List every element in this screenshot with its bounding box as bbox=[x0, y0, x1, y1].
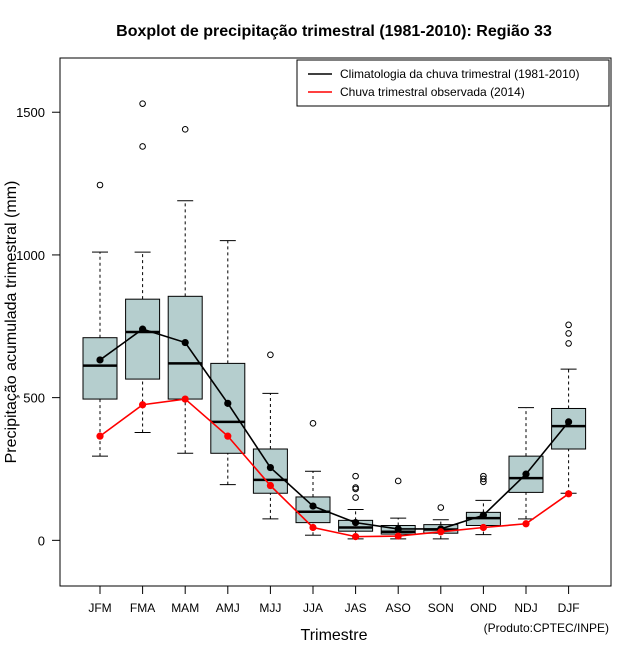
box-JFM bbox=[82, 181, 118, 457]
box-iqr bbox=[125, 298, 161, 380]
outlier-point bbox=[139, 143, 146, 150]
x-tick-label: JAS bbox=[345, 601, 367, 615]
x-tick-label: JJA bbox=[303, 601, 323, 615]
x-tick-label: OND bbox=[470, 601, 497, 615]
box-iqr bbox=[82, 337, 118, 400]
outlier-point bbox=[96, 181, 104, 189]
series-line-0 bbox=[99, 328, 570, 530]
outlier-point bbox=[352, 484, 359, 491]
x-axis-label: Trimestre bbox=[301, 627, 368, 644]
series-lines-group bbox=[96, 325, 573, 541]
box-iqr bbox=[210, 362, 246, 454]
outlier-point bbox=[352, 494, 359, 501]
outlier-point bbox=[352, 472, 359, 480]
series-point-0 bbox=[394, 525, 402, 533]
series-point-1 bbox=[139, 401, 147, 409]
series-point-0 bbox=[309, 502, 317, 510]
x-tick-label: ASO bbox=[386, 601, 411, 615]
boxes-group bbox=[82, 100, 587, 540]
box-iqr bbox=[551, 407, 587, 450]
y-axis: 0 500 1000 1500 bbox=[16, 105, 61, 548]
box-MJJ bbox=[252, 351, 288, 520]
series-line-1 bbox=[99, 398, 570, 538]
box-iqr bbox=[167, 295, 203, 400]
box-FMA bbox=[125, 100, 161, 433]
legend-label-climatology: Climatologia da chuva trimestral (1981-2… bbox=[340, 67, 579, 81]
x-tick-label: SON bbox=[428, 601, 454, 615]
outlier-point bbox=[437, 504, 445, 511]
credit-text: (Produto:CPTEC/INPE) bbox=[484, 621, 609, 635]
series-point-0 bbox=[139, 325, 147, 333]
series-point-1 bbox=[479, 523, 487, 532]
outlier-point bbox=[565, 340, 572, 347]
series-point-1 bbox=[437, 528, 445, 536]
x-axis: JFM FMA MAM AMJ MJJ JJA JAS ASO SON OND NDJ DJF bbox=[88, 585, 580, 615]
outlier-point bbox=[139, 100, 146, 107]
y-tick-label: 1500 bbox=[16, 105, 45, 120]
box-JJA bbox=[295, 420, 331, 536]
series-point-0 bbox=[224, 399, 232, 407]
legend-box bbox=[296, 59, 610, 107]
x-tick-label: FMA bbox=[130, 601, 155, 615]
outlier-point bbox=[181, 126, 189, 133]
outlier-point bbox=[394, 477, 402, 485]
series-point-1 bbox=[266, 481, 274, 490]
chart-title: Boxplot de precipitação trimestral (1981… bbox=[116, 23, 552, 40]
box-iqr bbox=[295, 496, 331, 524]
series-point-0 bbox=[96, 356, 104, 364]
series-point-0 bbox=[565, 418, 573, 426]
outlier-point bbox=[565, 321, 572, 329]
outlier-point bbox=[480, 472, 487, 480]
x-tick-label: MAM bbox=[171, 601, 199, 615]
x-tick-label: JFM bbox=[88, 601, 111, 615]
series-point-0 bbox=[522, 470, 530, 478]
legend-label-observed: Chuva trimestral observada (2014) bbox=[340, 85, 525, 99]
outlier-point bbox=[565, 330, 572, 337]
box-NDJ bbox=[508, 407, 544, 520]
box-AMJ bbox=[210, 240, 246, 486]
outlier-point bbox=[267, 351, 274, 359]
x-tick-label: MJJ bbox=[259, 601, 281, 615]
legend: Climatologia da chuva trimestral (1981-2… bbox=[296, 59, 610, 107]
series-point-1 bbox=[394, 532, 402, 540]
outlier-point bbox=[309, 420, 317, 427]
x-tick-label: DJF bbox=[558, 601, 580, 615]
series-point-1 bbox=[309, 523, 317, 532]
x-tick-label: AMJ bbox=[216, 601, 240, 615]
series-point-0 bbox=[181, 338, 189, 347]
series-point-1 bbox=[522, 520, 530, 528]
series-point-1 bbox=[181, 395, 189, 403]
y-tick-label: 1000 bbox=[16, 248, 45, 263]
series-point-0 bbox=[479, 511, 487, 519]
series-point-0 bbox=[266, 463, 274, 472]
series-point-1 bbox=[352, 533, 360, 541]
series-point-0 bbox=[352, 519, 360, 527]
outlier-point bbox=[480, 475, 487, 483]
box-DJF bbox=[551, 321, 587, 494]
series-point-1 bbox=[224, 432, 232, 440]
series-point-1 bbox=[96, 432, 104, 440]
y-tick-label: 0 bbox=[38, 533, 45, 548]
box-JAS bbox=[338, 472, 374, 540]
series-point-1 bbox=[565, 490, 573, 498]
y-tick-label: 500 bbox=[23, 391, 45, 406]
x-tick-label: NDJ bbox=[514, 601, 537, 615]
box-MAM bbox=[167, 126, 203, 454]
y-axis-label: Precipitação acumulada trimestral (mm) bbox=[3, 181, 20, 464]
